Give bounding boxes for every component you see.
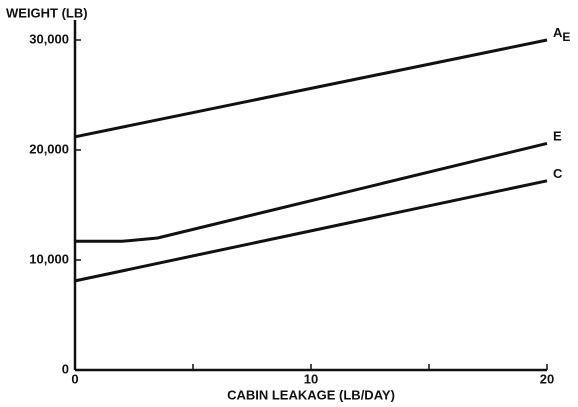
- y-tick-label: 10,000: [29, 251, 69, 266]
- y-axis-label: WEIGHT (LB): [6, 5, 88, 20]
- x-tick-label: 10: [304, 371, 318, 386]
- series-label: E: [553, 129, 562, 144]
- series-label: AE: [553, 25, 570, 44]
- series-line: [75, 141, 548, 243]
- x-axis-label: CABIN LEAKAGE (LB/DAY): [227, 387, 395, 402]
- x-tick-label: 20: [540, 371, 554, 386]
- series-name: E: [553, 129, 562, 144]
- y-tick-label: 20,000: [29, 141, 69, 156]
- series-line: [74, 38, 548, 139]
- series-label: C: [553, 166, 563, 181]
- series-line: [74, 179, 548, 283]
- y-tick-label: 30,000: [29, 31, 69, 46]
- series-name: C: [553, 166, 563, 181]
- x-tick-label: 0: [71, 371, 78, 386]
- series-name-subscript: E: [562, 30, 570, 44]
- y-tick-label: 0: [62, 361, 69, 376]
- series-name: A: [553, 25, 563, 40]
